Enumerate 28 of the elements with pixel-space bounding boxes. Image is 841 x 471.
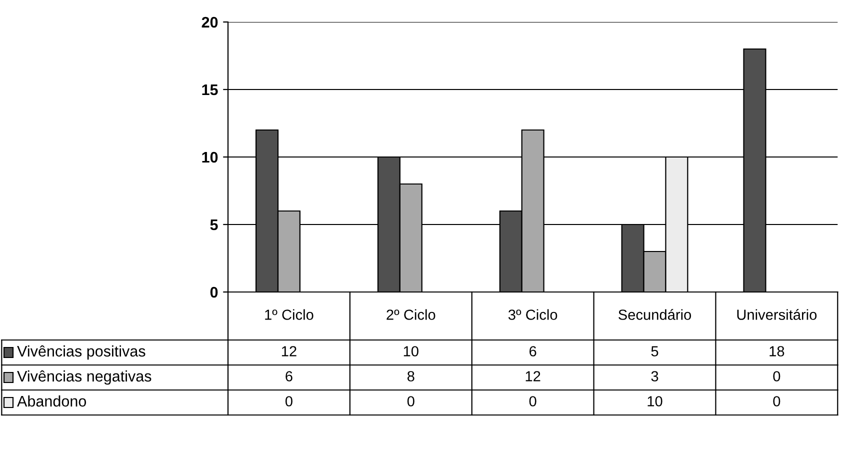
- x-tick-label: Secundário: [618, 309, 692, 320]
- x-tick-label: 3º Ciclo: [508, 309, 558, 320]
- data-label: 5: [651, 346, 658, 356]
- data-label: 6: [530, 346, 536, 356]
- data-label: 10: [404, 346, 418, 356]
- data-label: 0: [529, 396, 536, 406]
- data-label: 12: [526, 371, 540, 382]
- data-label: 0: [773, 371, 780, 382]
- x-tick-label: 1º Ciclo: [265, 309, 314, 320]
- data-label: 3: [651, 371, 658, 382]
- data-label: 0: [773, 396, 780, 406]
- legend-label: Vivências negativas: [17, 370, 152, 385]
- y-tick-label: 20: [202, 16, 218, 28]
- x-tick-label: 2º Ciclo: [386, 309, 436, 320]
- legend-label: Vivências positivas: [17, 345, 146, 360]
- legend-label: Abandono: [17, 395, 86, 407]
- data-label: 6: [286, 371, 292, 382]
- y-tick-label: 5: [210, 220, 218, 230]
- y-tick-label: 0: [210, 286, 218, 298]
- data-label: 0: [285, 396, 292, 406]
- data-label: 0: [407, 396, 414, 406]
- data-label: 12: [282, 346, 296, 356]
- data-label: 8: [407, 371, 414, 382]
- x-tick-label: Universitário: [737, 309, 817, 320]
- y-tick-label: 10: [202, 152, 218, 163]
- y-tick-label: 15: [202, 84, 218, 96]
- data-label: 18: [770, 346, 784, 356]
- data-label: 10: [648, 396, 662, 406]
